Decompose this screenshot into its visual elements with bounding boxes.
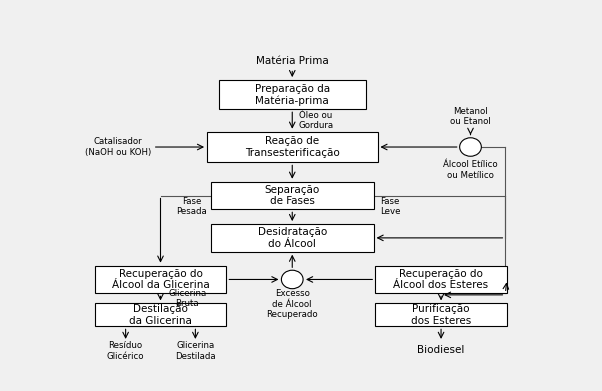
- Ellipse shape: [460, 138, 482, 156]
- FancyBboxPatch shape: [219, 80, 366, 109]
- Text: Recuperação do
Álcool da Glicerina: Recuperação do Álcool da Glicerina: [111, 269, 209, 290]
- Text: Fase
Pesada: Fase Pesada: [176, 197, 207, 216]
- Text: Óleo ou
Gordura: Óleo ou Gordura: [299, 111, 334, 130]
- Text: Matéria Prima: Matéria Prima: [256, 56, 329, 66]
- Text: Biodiesel: Biodiesel: [417, 344, 465, 355]
- Text: Glicerina
Destilada: Glicerina Destilada: [175, 341, 216, 361]
- FancyBboxPatch shape: [211, 182, 374, 210]
- Text: Separação
de Fases: Separação de Fases: [265, 185, 320, 206]
- Text: Álcool Etílico
ou Metílico: Álcool Etílico ou Metílico: [443, 160, 498, 180]
- FancyBboxPatch shape: [375, 265, 507, 293]
- Text: Reação de
Transesterificação: Reação de Transesterificação: [245, 136, 340, 158]
- FancyBboxPatch shape: [211, 224, 374, 252]
- Ellipse shape: [281, 270, 303, 289]
- Text: Recuperação do
Álcool dos Esteres: Recuperação do Álcool dos Esteres: [394, 269, 489, 290]
- Text: Catalisador
(NaOH ou KOH): Catalisador (NaOH ou KOH): [85, 137, 151, 157]
- Text: Purificação
dos Esteres: Purificação dos Esteres: [411, 304, 471, 326]
- Text: Metanol
ou Etanol: Metanol ou Etanol: [450, 106, 491, 126]
- Text: Resíduo
Glicérico: Resíduo Glicérico: [107, 341, 144, 361]
- Text: Destilação
da Glicerina: Destilação da Glicerina: [129, 304, 192, 326]
- FancyBboxPatch shape: [207, 132, 377, 162]
- FancyBboxPatch shape: [95, 265, 226, 293]
- Text: Glicerina
Bruta: Glicerina Bruta: [168, 289, 206, 308]
- Text: Preparação da
Matéria-prima: Preparação da Matéria-prima: [255, 84, 330, 106]
- Text: Fase
Leve: Fase Leve: [380, 197, 400, 216]
- Text: Excesso
de Álcool
Recuperado: Excesso de Álcool Recuperado: [267, 289, 318, 319]
- FancyBboxPatch shape: [95, 303, 226, 326]
- FancyBboxPatch shape: [375, 303, 507, 326]
- Text: Desidratação
do Álcool: Desidratação do Álcool: [258, 227, 327, 249]
